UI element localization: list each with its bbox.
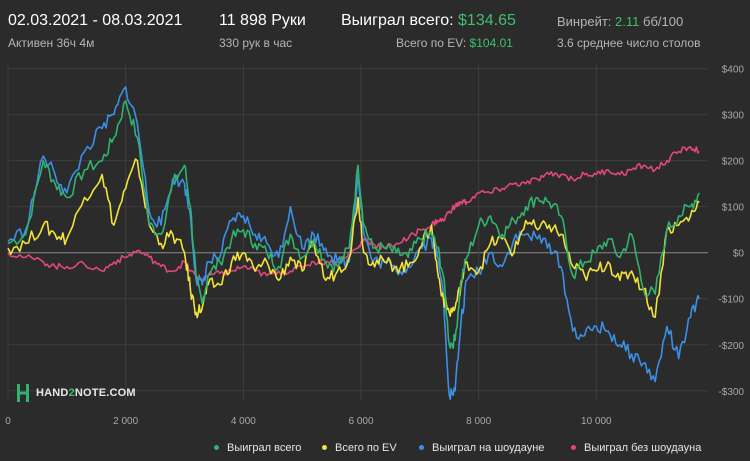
total-won: Выиграл всего: $134.65 <box>341 12 516 30</box>
x-tick-label: 0 <box>5 416 11 427</box>
x-tick-label: 8 000 <box>466 416 491 427</box>
y-tick-label: -$100 <box>718 295 744 306</box>
legend-item-total-won[interactable]: Выиграл всего <box>214 442 301 454</box>
x-tick-label: 4 000 <box>231 416 256 427</box>
winrate-label: Винрейт: <box>557 14 612 29</box>
legend-dot <box>571 444 576 450</box>
y-tick-label: $0 <box>733 249 745 260</box>
hands-per-hour: 330 рук в час <box>219 36 293 50</box>
y-tick-label: $200 <box>722 157 745 168</box>
x-tick-label: 10 000 <box>581 416 612 427</box>
hand2note-logo-text: HAND2NOTE.COM <box>36 387 136 399</box>
active-time: Активен 36ч 4м <box>8 36 95 50</box>
legend-item-showdown[interactable]: Выиграл на шоудауне <box>419 442 544 454</box>
y-tick-label: $300 <box>722 111 745 122</box>
winrate-unit: бб/100 <box>643 14 684 29</box>
logo-text-num: 2 <box>68 387 75 399</box>
series-line-2 <box>7 86 701 400</box>
ev-won-value: $104.01 <box>469 36 513 50</box>
y-tick-label: -$300 <box>718 387 744 398</box>
series-line-0 <box>7 100 700 350</box>
winrate: Винрейт: 2.11 бб/100 <box>557 14 683 29</box>
legend-item-ev[interactable]: Всего по EV <box>322 442 397 454</box>
date-range: 02.03.2021 - 08.03.2021 <box>8 12 183 29</box>
legend-dot <box>322 444 327 450</box>
x-tick-label: 2 000 <box>113 416 138 427</box>
legend-dot <box>419 444 424 450</box>
logo-text-post: NOTE.COM <box>74 387 136 399</box>
legend-label: Выиграл без шоудауна <box>584 442 702 454</box>
avg-tables: 3.6 среднее число столов <box>557 36 701 50</box>
y-axis-ticks: $400 $300 $200 $100 $0 -$100 -$200 -$300 <box>718 65 744 398</box>
ev-won-label: Всего по EV: <box>396 36 467 50</box>
legend-item-non-showdown[interactable]: Выиграл без шоудауна <box>571 442 701 454</box>
logo-text-pre: HAND <box>36 387 69 399</box>
legend-label: Выиграл всего <box>227 442 302 454</box>
series-line-1 <box>7 158 700 319</box>
hand2note-logo: HAND2NOTE.COM <box>16 383 136 403</box>
x-tick-label: 6 000 <box>348 416 373 427</box>
legend-label: Всего по EV <box>335 442 397 454</box>
hands-count: 11 898 Руки <box>219 12 306 29</box>
series-lines <box>7 86 701 400</box>
y-tick-label: $400 <box>722 65 745 76</box>
legend-dot <box>214 444 219 450</box>
ev-won: Всего по EV: $104.01 <box>396 36 513 50</box>
legend-label: Выиграл на шоудауне <box>432 442 545 454</box>
x-axis-ticks: 0 2 000 4 000 6 000 8 000 10 000 <box>5 416 612 427</box>
y-tick-label: $100 <box>722 203 745 214</box>
total-won-value: $134.65 <box>458 12 516 29</box>
series-line-3 <box>7 146 700 282</box>
total-won-label: Выиграл всего: <box>341 12 454 29</box>
y-tick-label: -$200 <box>718 341 744 352</box>
hand2note-logo-icon <box>17 384 29 402</box>
winrate-value: 2.11 <box>615 14 640 29</box>
